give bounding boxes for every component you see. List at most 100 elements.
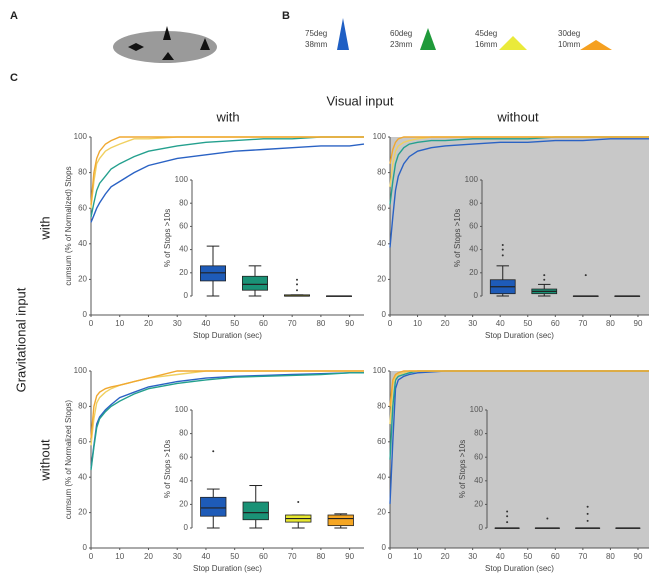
x-tick-label: 60	[551, 552, 560, 561]
y-tick-label: 0	[382, 310, 387, 319]
y-tick-label: 80	[179, 198, 188, 207]
x-tick-label: 20	[144, 552, 153, 561]
legend-size: 38mm	[305, 40, 328, 49]
outlier	[586, 505, 589, 508]
outlier	[584, 274, 587, 277]
x-tick-label: 20	[144, 319, 153, 328]
legend-size: 16mm	[475, 40, 498, 49]
outlier	[506, 521, 509, 524]
x-tick-label: 50	[523, 552, 532, 561]
x-tick-label: 70	[288, 552, 297, 561]
x-tick-label: 0	[388, 552, 393, 561]
line-series	[90, 372, 364, 471]
x-tick-label: 10	[115, 552, 124, 561]
line-series	[90, 143, 365, 223]
y-tick-label: 40	[179, 245, 188, 254]
x-axis-label: Stop Duration (sec)	[485, 564, 554, 573]
y-tick-label: 80	[377, 168, 386, 177]
y-tick-label: 60	[78, 437, 87, 446]
outlier	[296, 278, 298, 281]
y-axis-label: cumsum (% of Normalized Stops)	[64, 400, 73, 519]
y-tick-label: 80	[78, 402, 87, 411]
outlier	[586, 512, 589, 515]
y-tick-label: 80	[179, 429, 188, 438]
x-tick-label: 60	[551, 319, 560, 328]
outlier	[297, 501, 300, 504]
y-tick-label: 60	[78, 203, 87, 212]
y-tick-label: 60	[377, 203, 386, 212]
outlier	[212, 450, 215, 453]
y-tick-label: 40	[474, 476, 483, 485]
x-tick-label: 70	[578, 552, 587, 561]
legend-angle: 45deg	[475, 29, 497, 38]
outlier	[506, 515, 509, 518]
y-tick-label: 20	[469, 268, 478, 277]
outlier	[501, 248, 504, 251]
legend-angle: 30deg	[558, 29, 580, 38]
visual-title: Visual input	[327, 93, 394, 108]
y-tick-label: 60	[179, 222, 188, 231]
y-tick-label: 0	[83, 310, 88, 319]
y-tick-label: 20	[78, 275, 87, 284]
x-tick-label: 40	[201, 552, 210, 561]
legend-size: 10mm	[558, 40, 581, 49]
x-tick-label: 10	[413, 552, 422, 561]
box	[241, 275, 268, 291]
y-tick-label: 20	[377, 275, 386, 284]
line-series	[389, 136, 649, 164]
x-tick-label: 20	[441, 319, 450, 328]
y-tick-label: 20	[78, 508, 87, 517]
visual-without: without	[496, 109, 539, 124]
arena-diagram	[113, 26, 217, 63]
y-tick-label: 40	[469, 245, 478, 254]
x-tick-label: 10	[115, 319, 124, 328]
legend-icon	[580, 40, 612, 50]
box	[327, 514, 354, 527]
y-tick-label: 20	[474, 500, 483, 509]
line-series	[389, 138, 649, 248]
x-tick-label: 90	[345, 319, 354, 328]
y-axis-label: % of Stops >10s	[163, 209, 172, 267]
x-tick-label: 30	[468, 319, 477, 328]
x-tick-label: 30	[468, 552, 477, 561]
x-tick-label: 20	[441, 552, 450, 561]
y-tick-label: 0	[474, 291, 479, 300]
outlier	[506, 510, 509, 513]
panel-label: C	[10, 72, 18, 84]
y-tick-label: 0	[184, 523, 189, 532]
outlier	[501, 243, 504, 246]
x-tick-label: 0	[89, 319, 94, 328]
outlier	[543, 274, 546, 277]
line-series	[90, 136, 364, 205]
y-tick-label: 0	[83, 543, 88, 552]
outlier	[586, 519, 589, 522]
x-tick-label: 70	[288, 319, 297, 328]
x-tick-label: 90	[634, 552, 643, 561]
y-tick-label: 60	[179, 452, 188, 461]
x-tick-label: 50	[523, 319, 532, 328]
legend-angle: 75deg	[305, 29, 327, 38]
y-axis-label: cumsum (% of Normalized) Stops	[64, 166, 73, 285]
y-tick-label: 100	[470, 405, 484, 414]
box	[200, 496, 227, 517]
y-tick-label: 100	[74, 132, 88, 141]
y-tick-label: 40	[377, 472, 386, 481]
outlier	[296, 289, 298, 292]
plot-background	[390, 137, 649, 315]
y-tick-label: 60	[474, 452, 483, 461]
x-tick-label: 80	[606, 552, 615, 561]
x-axis-label: Stop Duration (sec)	[485, 331, 554, 340]
y-tick-label: 60	[377, 437, 386, 446]
outlier	[546, 517, 549, 520]
y-tick-label: 40	[179, 476, 188, 485]
panel-label: A	[10, 10, 18, 22]
y-tick-label: 20	[179, 500, 188, 509]
panel-label: B	[282, 10, 290, 22]
x-tick-label: 90	[634, 319, 643, 328]
legend-angle: 60deg	[390, 29, 412, 38]
y-tick-label: 0	[382, 543, 387, 552]
x-tick-label: 40	[201, 319, 210, 328]
x-tick-label: 60	[259, 319, 268, 328]
y-tick-label: 100	[373, 366, 387, 375]
